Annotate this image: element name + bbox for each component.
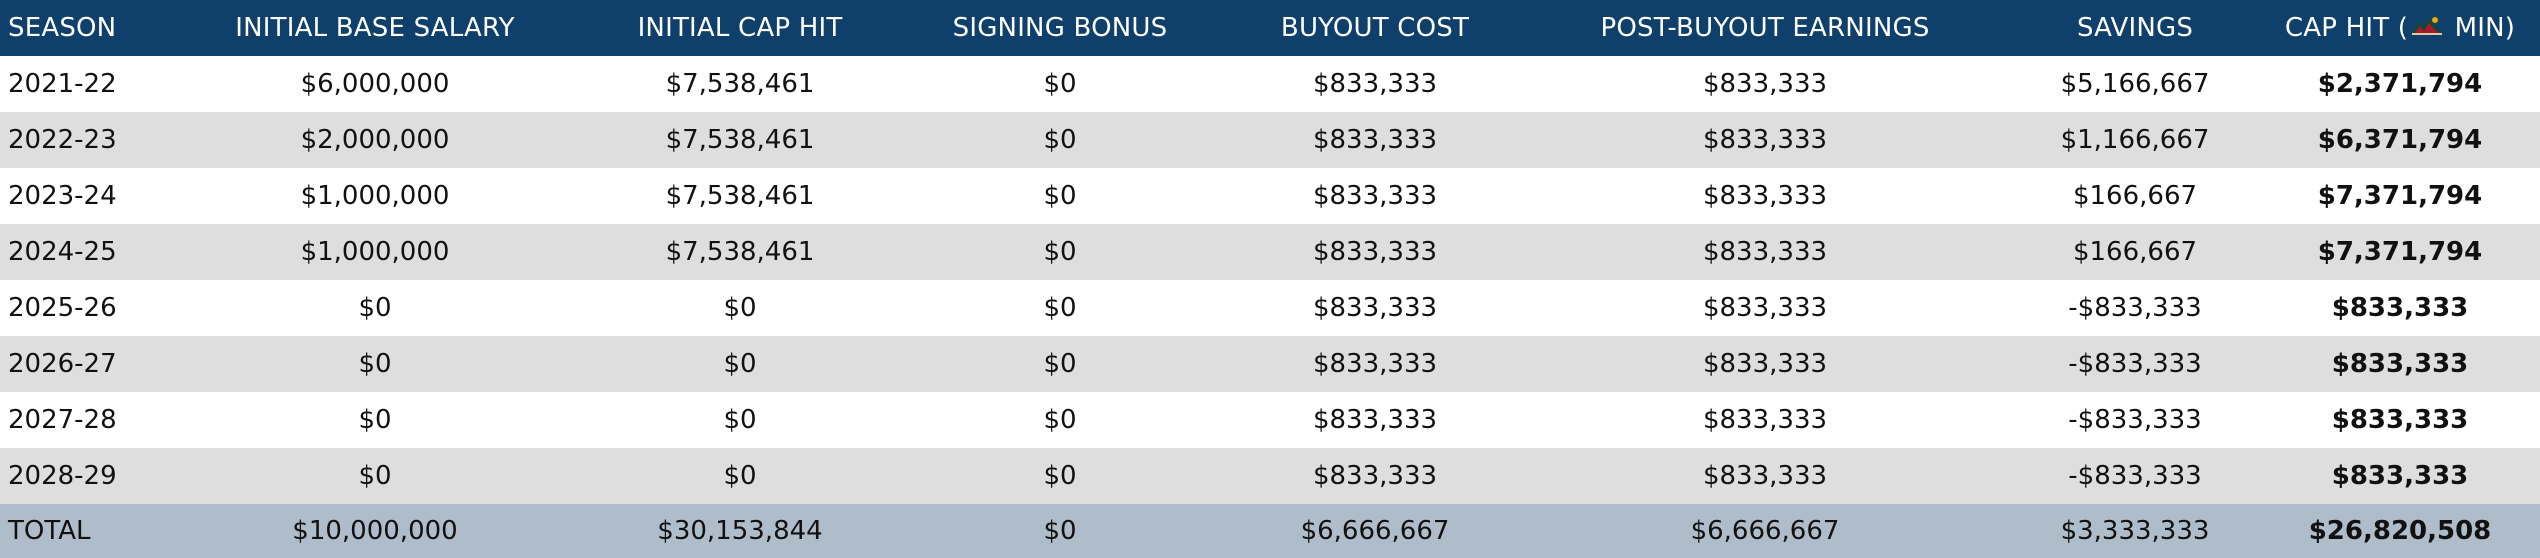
cell-initial-cap-hit: $7,538,461 bbox=[590, 112, 890, 168]
cell-savings: $1,166,667 bbox=[2010, 112, 2260, 168]
cell-initial-base-salary: $0 bbox=[160, 448, 590, 504]
header-season[interactable]: SEASON bbox=[0, 0, 160, 56]
cell-savings: -$833,333 bbox=[2010, 448, 2260, 504]
cell-initial-base-salary: $0 bbox=[160, 280, 590, 336]
table-body: 2021-22 $6,000,000 $7,538,461 $0 $833,333 $83… bbox=[0, 56, 2540, 504]
cell-cap-hit: $7,371,794 bbox=[2260, 168, 2540, 224]
cell-signing-bonus: $0 bbox=[890, 112, 1230, 168]
cell-post-buyout-earnings: $833,333 bbox=[1520, 336, 2010, 392]
cell-signing-bonus: $0 bbox=[890, 168, 1230, 224]
cell-savings: $166,667 bbox=[2010, 224, 2260, 280]
cell-initial-cap-hit: $0 bbox=[590, 448, 890, 504]
cell-season: 2024-25 bbox=[0, 224, 160, 280]
cell-initial-base-salary: $2,000,000 bbox=[160, 112, 590, 168]
cell-season: 2021-22 bbox=[0, 56, 160, 112]
cell-season: 2025-26 bbox=[0, 280, 160, 336]
total-season: TOTAL bbox=[0, 504, 160, 558]
total-buyout-cost: $6,666,667 bbox=[1230, 504, 1520, 558]
cell-signing-bonus: $0 bbox=[890, 224, 1230, 280]
cell-buyout-cost: $833,333 bbox=[1230, 56, 1520, 112]
cell-post-buyout-earnings: $833,333 bbox=[1520, 280, 2010, 336]
cell-initial-cap-hit: $0 bbox=[590, 336, 890, 392]
cell-signing-bonus: $0 bbox=[890, 280, 1230, 336]
cell-season: 2022-23 bbox=[0, 112, 160, 168]
cell-cap-hit: $833,333 bbox=[2260, 336, 2540, 392]
cell-signing-bonus: $0 bbox=[890, 448, 1230, 504]
total-signing-bonus: $0 bbox=[890, 504, 1230, 558]
table-row: 2022-23 $2,000,000 $7,538,461 $0 $833,333 $83… bbox=[0, 112, 2540, 168]
cell-initial-base-salary: $6,000,000 bbox=[160, 56, 590, 112]
cell-savings: $5,166,667 bbox=[2010, 56, 2260, 112]
cell-signing-bonus: $0 bbox=[890, 336, 1230, 392]
cell-cap-hit: $2,371,794 bbox=[2260, 56, 2540, 112]
total-cap-hit: $26,820,508 bbox=[2260, 504, 2540, 558]
cell-initial-cap-hit: $7,538,461 bbox=[590, 224, 890, 280]
header-initial-cap-hit[interactable]: INITIAL CAP HIT bbox=[590, 0, 890, 56]
cell-buyout-cost: $833,333 bbox=[1230, 392, 1520, 448]
cell-initial-base-salary: $1,000,000 bbox=[160, 224, 590, 280]
cell-season: 2023-24 bbox=[0, 168, 160, 224]
cell-buyout-cost: $833,333 bbox=[1230, 224, 1520, 280]
cell-initial-cap-hit: $7,538,461 bbox=[590, 168, 890, 224]
cell-post-buyout-earnings: $833,333 bbox=[1520, 224, 2010, 280]
cell-cap-hit: $833,333 bbox=[2260, 392, 2540, 448]
cell-cap-hit: $833,333 bbox=[2260, 280, 2540, 336]
cell-season: 2027-28 bbox=[0, 392, 160, 448]
table-row: 2023-24 $1,000,000 $7,538,461 $0 $833,333 $83… bbox=[0, 168, 2540, 224]
cell-post-buyout-earnings: $833,333 bbox=[1520, 56, 2010, 112]
cell-buyout-cost: $833,333 bbox=[1230, 448, 1520, 504]
cell-post-buyout-earnings: $833,333 bbox=[1520, 392, 2010, 448]
cell-savings: -$833,333 bbox=[2010, 392, 2260, 448]
table-row: 2028-29 $0 $0 $0 $833,333 $833,333 -$833,333 $8… bbox=[0, 448, 2540, 504]
cell-initial-base-salary: $0 bbox=[160, 336, 590, 392]
total-row: TOTAL $10,000,000 $30,153,844 $0 $6,666,… bbox=[0, 504, 2540, 558]
total-savings: $3,333,333 bbox=[2010, 504, 2260, 558]
header-cap-hit-prefix: CAP HIT ( bbox=[2284, 12, 2409, 43]
cell-signing-bonus: $0 bbox=[890, 56, 1230, 112]
table-row: 2027-28 $0 $0 $0 $833,333 $833,333 -$833,333 $8… bbox=[0, 392, 2540, 448]
cell-cap-hit: $833,333 bbox=[2260, 448, 2540, 504]
cell-cap-hit: $7,371,794 bbox=[2260, 224, 2540, 280]
cell-cap-hit: $6,371,794 bbox=[2260, 112, 2540, 168]
cell-savings: -$833,333 bbox=[2010, 336, 2260, 392]
cell-buyout-cost: $833,333 bbox=[1230, 112, 1520, 168]
cell-buyout-cost: $833,333 bbox=[1230, 280, 1520, 336]
header-initial-base-salary[interactable]: INITIAL BASE SALARY bbox=[160, 0, 590, 56]
cell-signing-bonus: $0 bbox=[890, 392, 1230, 448]
header-savings[interactable]: SAVINGS bbox=[2010, 0, 2260, 56]
cell-initial-base-salary: $1,000,000 bbox=[160, 168, 590, 224]
cell-post-buyout-earnings: $833,333 bbox=[1520, 112, 2010, 168]
table-row: 2025-26 $0 $0 $0 $833,333 $833,333 -$833,333 $8… bbox=[0, 280, 2540, 336]
total-cap-hit-initial: $30,153,844 bbox=[590, 504, 890, 558]
header-cap-hit[interactable]: CAP HIT ( MIN) bbox=[2260, 0, 2540, 56]
header-post-buyout-earnings[interactable]: POST-BUYOUT EARNINGS bbox=[1520, 0, 2010, 56]
header-cap-hit-suffix: MIN) bbox=[2446, 12, 2516, 43]
cell-post-buyout-earnings: $833,333 bbox=[1520, 168, 2010, 224]
cell-season: 2028-29 bbox=[0, 448, 160, 504]
cell-savings: -$833,333 bbox=[2010, 280, 2260, 336]
cell-buyout-cost: $833,333 bbox=[1230, 168, 1520, 224]
minnesota-wild-logo-icon bbox=[2410, 13, 2444, 44]
table-row: 2024-25 $1,000,000 $7,538,461 $0 $833,333 $83… bbox=[0, 224, 2540, 280]
total-base-salary: $10,000,000 bbox=[160, 504, 590, 558]
cell-initial-cap-hit: $7,538,461 bbox=[590, 56, 890, 112]
cell-buyout-cost: $833,333 bbox=[1230, 336, 1520, 392]
table-row: 2021-22 $6,000,000 $7,538,461 $0 $833,333 $83… bbox=[0, 56, 2540, 112]
header-buyout-cost[interactable]: BUYOUT COST bbox=[1230, 0, 1520, 56]
cell-savings: $166,667 bbox=[2010, 168, 2260, 224]
cell-season: 2026-27 bbox=[0, 336, 160, 392]
cell-initial-base-salary: $0 bbox=[160, 392, 590, 448]
cell-initial-cap-hit: $0 bbox=[590, 392, 890, 448]
table-row: 2026-27 $0 $0 $0 $833,333 $833,333 -$833,333 $8… bbox=[0, 336, 2540, 392]
header-row: SEASON INITIAL BASE SALARY INITIAL CAP H… bbox=[0, 0, 2540, 56]
cell-initial-cap-hit: $0 bbox=[590, 280, 890, 336]
cell-post-buyout-earnings: $833,333 bbox=[1520, 448, 2010, 504]
header-signing-bonus[interactable]: SIGNING BONUS bbox=[890, 0, 1230, 56]
total-post-buyout-earnings: $6,666,667 bbox=[1520, 504, 2010, 558]
